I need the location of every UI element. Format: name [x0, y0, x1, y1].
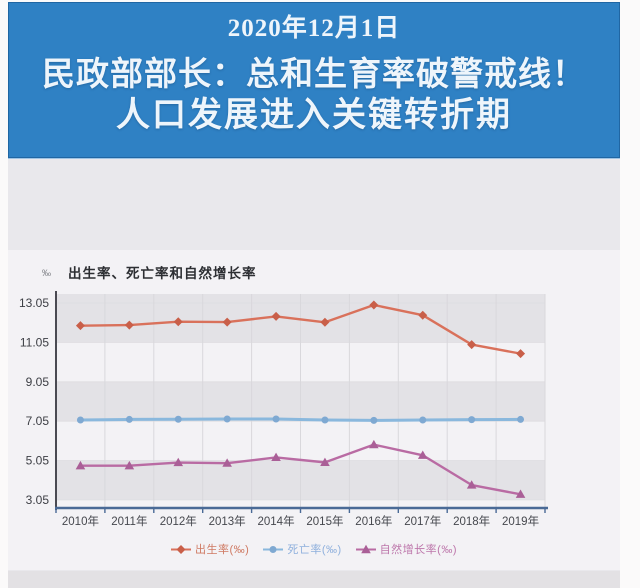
- series-line: [80, 417, 521, 422]
- legend-item[interactable]: 自然增长率(‰): [355, 541, 457, 557]
- data-point-marker: [222, 317, 232, 327]
- y-axis-unit-label: ‰: [42, 268, 51, 278]
- data-point-marker: [515, 489, 526, 498]
- data-point-marker: [468, 416, 476, 424]
- data-point-marker: [174, 415, 182, 423]
- y-tick-label: 11.05: [20, 335, 49, 349]
- data-point-marker: [321, 416, 329, 424]
- data-point-marker: [125, 415, 133, 423]
- y-tick-label: 3.05: [26, 493, 50, 507]
- data-point-marker: [272, 415, 280, 423]
- chart-title: 出生率、死亡率和自然增长率: [68, 266, 257, 281]
- series-line: [80, 443, 521, 496]
- data-point-marker: [124, 320, 134, 330]
- legend-item[interactable]: 死亡率(‰): [263, 541, 341, 557]
- chart-title-row: ‰ 出生率、死亡率和自然增长率: [8, 262, 620, 284]
- data-point-marker: [369, 300, 379, 310]
- legend-label: 出生率(‰): [195, 544, 250, 556]
- data-point-marker: [271, 311, 281, 321]
- data-point-marker: [418, 310, 428, 320]
- headline-line-2: 人口发展进入关键转折期: [116, 96, 512, 134]
- data-point-marker: [320, 457, 330, 466]
- headline-banner: 2020年12月1日 民政部部长：总和生育率破警戒线！ 人口发展进入关键转折期: [8, 2, 620, 158]
- legend-label: 死亡率(‰): [287, 544, 342, 556]
- x-tick-label: 2016年: [355, 514, 392, 528]
- data-point-marker: [173, 317, 183, 327]
- data-point-marker: [370, 416, 378, 424]
- x-tick-label: 2013年: [209, 514, 246, 528]
- data-point-marker: [76, 416, 84, 424]
- x-tick-label: 2017年: [404, 514, 441, 528]
- data-point-marker: [419, 416, 427, 424]
- legend-label: 自然增长率(‰): [379, 544, 457, 556]
- data-point-marker: [417, 450, 428, 459]
- legend-marker-icon: [263, 545, 284, 553]
- data-point-marker: [75, 460, 86, 470]
- data-point-marker: [369, 439, 379, 449]
- y-tick-label: 9.05: [26, 375, 50, 389]
- data-point-marker: [124, 460, 135, 470]
- data-point-marker: [222, 458, 232, 467]
- data-point-marker: [271, 452, 281, 462]
- x-tick-label: 2011年: [111, 514, 147, 528]
- data-point-marker: [517, 415, 525, 423]
- data-point-marker: [223, 415, 231, 423]
- x-tick-label: 2015年: [306, 514, 343, 528]
- article-date: 2020年12月1日: [227, 15, 401, 42]
- data-point-marker: [320, 317, 330, 327]
- legend-marker-icon: [355, 544, 376, 553]
- footer-strip: [8, 571, 620, 588]
- series-line: [80, 303, 521, 355]
- x-tick-label: 2019年: [502, 514, 539, 528]
- legend-marker-icon: [171, 544, 191, 554]
- y-tick-label: 5.05: [26, 454, 50, 468]
- data-point-marker: [75, 321, 85, 331]
- x-tick-label: 2010年: [62, 514, 99, 528]
- headline-line-1: 民政部部长：总和生育率破警戒线！: [42, 55, 586, 92]
- x-tick-label: 2012年: [160, 514, 197, 528]
- x-tick-label: 2014年: [258, 514, 295, 528]
- data-point-marker: [466, 480, 477, 489]
- chart-legend: 出生率(‰) 死亡率(‰) 自然增长率(‰): [8, 541, 620, 557]
- data-point-marker: [173, 457, 184, 467]
- y-tick-label: 13.05: [19, 296, 49, 310]
- data-point-marker: [467, 340, 477, 350]
- y-tick-label: 7.05: [26, 414, 50, 428]
- x-tick-label: 2018年: [453, 514, 490, 528]
- legend-item[interactable]: 出生率(‰): [171, 541, 249, 557]
- data-point-marker: [516, 349, 526, 359]
- line-chart-plot: 13.05 11.05 9.05 7.05 5.05 3.05 2010年 2011年 2012…: [19, 291, 548, 528]
